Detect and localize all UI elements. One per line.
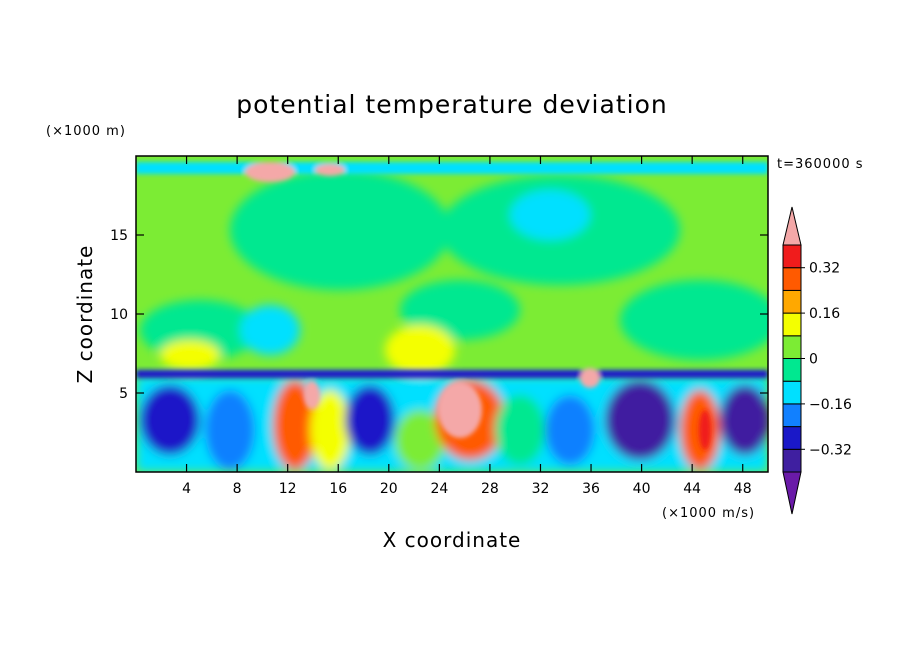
- time-label: t=360000 s: [777, 157, 864, 172]
- colorbar-label: 0.32: [809, 261, 840, 277]
- field-region: [400, 280, 520, 340]
- x-tick-label: 44: [683, 481, 701, 497]
- x-tick-label: 16: [329, 481, 347, 497]
- contour-field: [136, 156, 768, 472]
- colorbar-label: −0.16: [809, 397, 852, 413]
- field-region: [345, 385, 395, 455]
- colorbar-swatch: [782, 335, 802, 359]
- x-axis: 4 8 12 16 20 24 28 32 36 40 44 48: [182, 156, 752, 497]
- field-region: [699, 410, 711, 450]
- field-region: [385, 325, 455, 375]
- field-region: [304, 381, 320, 409]
- y-tick-label: 10: [110, 307, 128, 323]
- y-axis-label: Z coordinate: [73, 245, 97, 384]
- field-region: [605, 380, 675, 460]
- x-tick-label: 4: [182, 481, 191, 497]
- colorbar-swatch: [782, 289, 802, 314]
- colorbar-swatch: [782, 403, 802, 428]
- x-unit-label: (×1000 m/s): [662, 506, 755, 521]
- field-region: [510, 190, 590, 240]
- field-region: [310, 390, 350, 470]
- field-region: [720, 385, 768, 455]
- x-tick-label: 48: [734, 481, 752, 497]
- field-region: [160, 340, 220, 370]
- field-region: [395, 410, 445, 470]
- colorbar-swatch: [782, 426, 802, 450]
- field-region: [495, 395, 545, 465]
- x-tick-label: 32: [532, 481, 550, 497]
- x-tick-label: 20: [380, 481, 398, 497]
- colorbar-swatch: [782, 244, 802, 269]
- field-region: [140, 385, 200, 455]
- field-region: [230, 170, 450, 290]
- colorbar-swatch: [782, 206, 802, 246]
- y-unit-label: (×1000 m): [46, 124, 126, 139]
- field-region: [315, 164, 345, 176]
- colorbar-swatch: [782, 267, 802, 291]
- colorbar: 0.32 0.16 0 −0.16 −0.32: [782, 206, 852, 515]
- y-tick-label: 5: [119, 386, 128, 402]
- colorbar-label: 0: [809, 352, 818, 368]
- x-tick-label: 28: [481, 481, 499, 497]
- colorbar-swatch: [782, 380, 802, 405]
- y-axis: 5 10 15: [110, 228, 768, 402]
- field-region: [580, 368, 600, 388]
- field-region: [205, 390, 255, 470]
- colorbar-swatch: [782, 471, 802, 515]
- chart-title: potential temperature deviation: [236, 90, 667, 119]
- field-region: [620, 280, 768, 360]
- field-region: [240, 305, 300, 355]
- colorbar-label: 0.16: [809, 306, 840, 322]
- x-axis-label: X coordinate: [383, 528, 522, 552]
- colorbar-label: −0.32: [809, 442, 852, 458]
- x-tick-label: 8: [233, 481, 242, 497]
- field-region: [245, 162, 295, 182]
- field-region: [136, 162, 768, 174]
- x-tick-label: 36: [582, 481, 600, 497]
- field-region: [136, 370, 768, 378]
- x-tick-label: 12: [279, 481, 297, 497]
- x-tick-label: 24: [430, 481, 448, 497]
- y-tick-label: 15: [110, 228, 128, 244]
- colorbar-swatch: [782, 448, 802, 473]
- field-region: [545, 395, 595, 465]
- colorbar-swatch: [782, 358, 802, 382]
- x-tick-label: 40: [633, 481, 651, 497]
- field-region: [438, 382, 482, 438]
- colorbar-swatch: [782, 312, 802, 337]
